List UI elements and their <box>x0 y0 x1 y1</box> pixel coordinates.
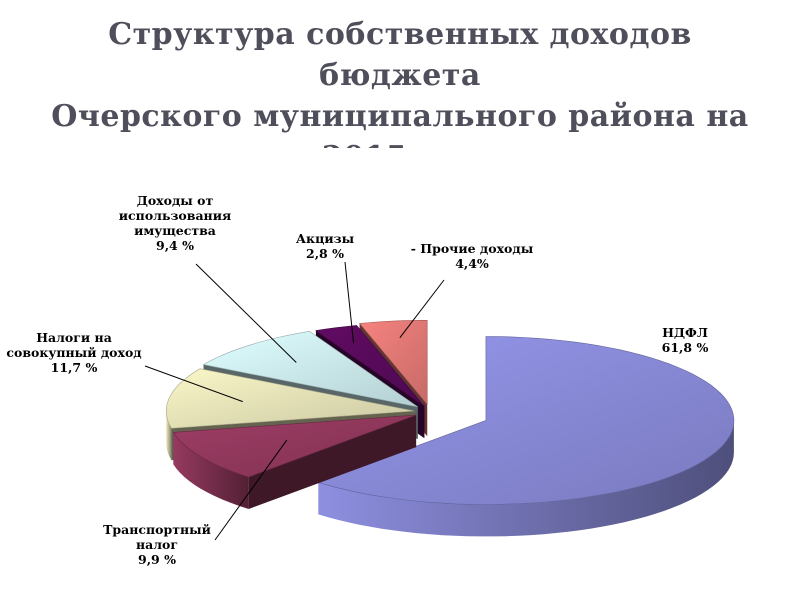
slice-label-1: НДФЛ 61,8 % <box>662 325 709 355</box>
slice-label-6: - Прочие доходы 4,4% <box>411 241 534 271</box>
leader-lines <box>144 261 445 541</box>
slice-label-6-line-1: - Прочие доходы <box>411 241 534 256</box>
slice-label-4: Доходы от использования имущества 9,4 % <box>119 193 231 253</box>
slice-label-4-line-2: использования <box>119 208 231 223</box>
leader-line-3 <box>144 365 243 403</box>
pie-slice-2 <box>172 414 417 510</box>
title-line-2: бюджета <box>319 58 481 93</box>
slice-label-4-line-4: 9,4 % <box>156 238 194 253</box>
slice-label-3-line-2: совокупный доход <box>6 345 141 360</box>
slice-label-3-line-3: 11,7 % <box>51 360 98 375</box>
title-line-4: 2015 год <box>0 137 800 148</box>
slice-label-3-line-1: Налоги на <box>36 330 112 345</box>
slice-label-2: Транспортный налог 9,9 % <box>103 522 211 567</box>
slice-label-3: Налоги на совокупный доход 11,7 % <box>6 330 141 375</box>
slice-label-5-line-2: 2,8 % <box>306 246 344 261</box>
chart-title: Структура собственных доходов бюджета Оч… <box>0 14 800 148</box>
title-line-3: Очерского муниципального района на <box>51 99 749 134</box>
leader-line-2 <box>214 439 288 541</box>
slice-label-4-line-3: имущества <box>134 223 216 238</box>
slice-label-2-line-1: Транспортный <box>103 522 211 537</box>
pie-slices <box>165 319 735 537</box>
slice-label-1-line-1: НДФЛ <box>662 325 708 340</box>
leader-line-6 <box>399 279 445 339</box>
slice-label-4-line-1: Доходы от <box>137 193 214 208</box>
slice-label-6-line-2: 4,4% <box>455 256 489 271</box>
slice-label-5: Акцизы 2,8 % <box>296 231 355 261</box>
pie-slice-1 <box>317 336 735 537</box>
title-line-1: Структура собственных доходов <box>108 17 692 52</box>
slice-label-2-line-3: 9,9 % <box>138 552 176 567</box>
slice-label-2-line-2: налог <box>136 537 178 552</box>
leader-line-5 <box>344 261 355 344</box>
slice-labels: НДФЛ 61,8 % Транспортный налог 9,9 % Налоги н… <box>6 193 708 567</box>
slice-label-1-line-2: 61,8 % <box>662 340 709 355</box>
slice-label-5-line-1: Акцизы <box>296 231 355 246</box>
leader-line-4 <box>195 263 297 363</box>
